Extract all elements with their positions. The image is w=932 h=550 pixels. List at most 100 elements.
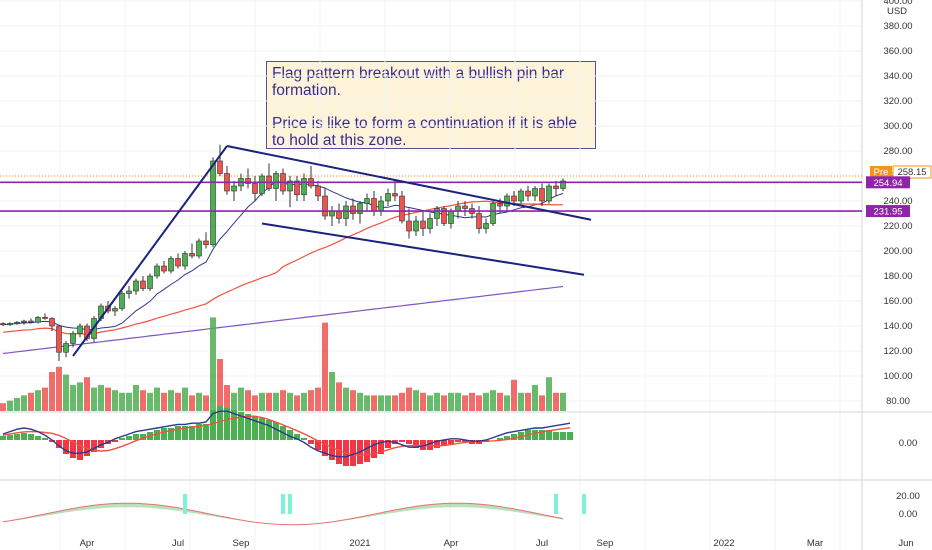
macd-histogram-bar bbox=[63, 440, 69, 454]
candle-body bbox=[133, 280, 139, 292]
volume-bar bbox=[175, 392, 181, 411]
volume-bar bbox=[77, 382, 83, 411]
pre-price-value: 258.15 bbox=[897, 167, 926, 178]
macd-histogram-bar bbox=[196, 424, 202, 440]
macd-histogram-bar bbox=[385, 440, 391, 448]
volume-bar bbox=[364, 395, 370, 411]
volume-bar bbox=[140, 390, 146, 411]
macd-histogram-bar bbox=[42, 438, 48, 440]
volume-bar bbox=[189, 395, 195, 411]
macd-histogram-bar bbox=[287, 430, 293, 440]
macd-histogram-bar bbox=[189, 426, 195, 440]
candle-body bbox=[63, 343, 69, 353]
candle-body bbox=[161, 265, 167, 272]
price-tick-label: 400.00 bbox=[883, 0, 912, 7]
macd-histogram-bar bbox=[49, 440, 55, 442]
macd-histogram-bar bbox=[231, 410, 237, 440]
volume-bar bbox=[294, 395, 300, 411]
candle-body bbox=[49, 318, 55, 327]
time-tick-label: 2022 bbox=[713, 538, 734, 549]
volume-bar bbox=[357, 392, 363, 411]
volume-bar bbox=[378, 395, 384, 411]
macd-histogram-bar bbox=[427, 440, 433, 450]
candle-body bbox=[364, 198, 370, 204]
macd-panel bbox=[0, 406, 573, 466]
volume-bar bbox=[7, 400, 13, 411]
macd-histogram-bar bbox=[329, 440, 335, 460]
volume-bar bbox=[420, 392, 426, 411]
price-tick-label: 80.00 bbox=[886, 396, 910, 407]
macd-histogram-bar bbox=[245, 414, 251, 440]
volume-bar bbox=[273, 392, 279, 411]
volume-bar bbox=[308, 390, 314, 411]
price-tick-label: 380.00 bbox=[883, 21, 912, 32]
candle-body bbox=[539, 188, 545, 202]
candle-body bbox=[7, 323, 13, 326]
price-tick-label: 240.00 bbox=[883, 196, 912, 207]
volume-bar bbox=[147, 392, 153, 411]
volume-bar bbox=[98, 385, 104, 411]
macd-histogram-bar bbox=[7, 435, 13, 440]
candle-body bbox=[525, 190, 531, 197]
price-tick-label: 100.00 bbox=[883, 371, 912, 382]
candle-body bbox=[462, 205, 468, 209]
macd-histogram-bar bbox=[112, 440, 118, 442]
candle-body bbox=[504, 195, 510, 207]
volume-bar bbox=[560, 392, 566, 411]
macd-histogram-bar bbox=[77, 440, 83, 460]
candle-body bbox=[0, 323, 6, 326]
time-tick-label: Jul bbox=[172, 538, 184, 549]
price-tick-label: 120.00 bbox=[883, 346, 912, 357]
price-tick-label: 300.00 bbox=[883, 121, 912, 132]
candle-body bbox=[301, 178, 307, 196]
volume-bar bbox=[0, 403, 6, 411]
price-tick-label: 140.00 bbox=[883, 321, 912, 332]
candle-body bbox=[434, 208, 440, 219]
price-tick-label: 280.00 bbox=[883, 146, 912, 157]
volume-bar bbox=[392, 395, 398, 411]
macd-histogram-bar bbox=[441, 440, 447, 446]
price-tick-label: 220.00 bbox=[883, 221, 912, 232]
volume-bar bbox=[28, 392, 34, 411]
volume-bar bbox=[539, 395, 545, 411]
volume-bar bbox=[497, 392, 503, 411]
level-price-value: 254.94 bbox=[873, 178, 902, 189]
macd-histogram-bar bbox=[182, 426, 188, 440]
candle-body bbox=[273, 173, 279, 189]
volume-bar bbox=[455, 392, 461, 411]
volume-bar bbox=[490, 390, 496, 411]
time-tick-label: Jun bbox=[898, 538, 913, 549]
macd-line bbox=[2, 410, 571, 458]
candle-body bbox=[140, 280, 146, 289]
macd-histogram-bar bbox=[567, 432, 573, 440]
candle-body bbox=[119, 293, 125, 309]
price-tick-label: 320.00 bbox=[883, 96, 912, 107]
candle-body bbox=[511, 195, 517, 202]
candle-body bbox=[245, 178, 251, 184]
volume-bar bbox=[182, 387, 188, 411]
volume-bar bbox=[406, 387, 412, 411]
volume-bar bbox=[42, 387, 48, 411]
volume-bar bbox=[385, 395, 391, 411]
candle-body bbox=[35, 316, 41, 323]
candle-body bbox=[210, 160, 216, 246]
volume-bar bbox=[266, 392, 272, 411]
price-tick-label: 200.00 bbox=[883, 246, 912, 257]
volume-bar bbox=[546, 377, 552, 411]
volume-bar bbox=[518, 392, 524, 411]
volume-bar bbox=[91, 387, 97, 411]
volume-bar bbox=[504, 395, 510, 411]
macd-histogram-bar bbox=[511, 434, 517, 440]
candle-body bbox=[77, 325, 83, 334]
volume-bar bbox=[224, 385, 230, 411]
macd-histogram-bar bbox=[273, 422, 279, 440]
oscillator-spike bbox=[281, 494, 285, 514]
volume-bar bbox=[287, 392, 293, 411]
price-tick-label: 160.00 bbox=[883, 296, 912, 307]
volume-bar bbox=[525, 392, 531, 411]
macd-histogram-bar bbox=[539, 430, 545, 440]
macd-histogram-bar bbox=[413, 440, 419, 448]
volume-bars bbox=[0, 317, 566, 411]
